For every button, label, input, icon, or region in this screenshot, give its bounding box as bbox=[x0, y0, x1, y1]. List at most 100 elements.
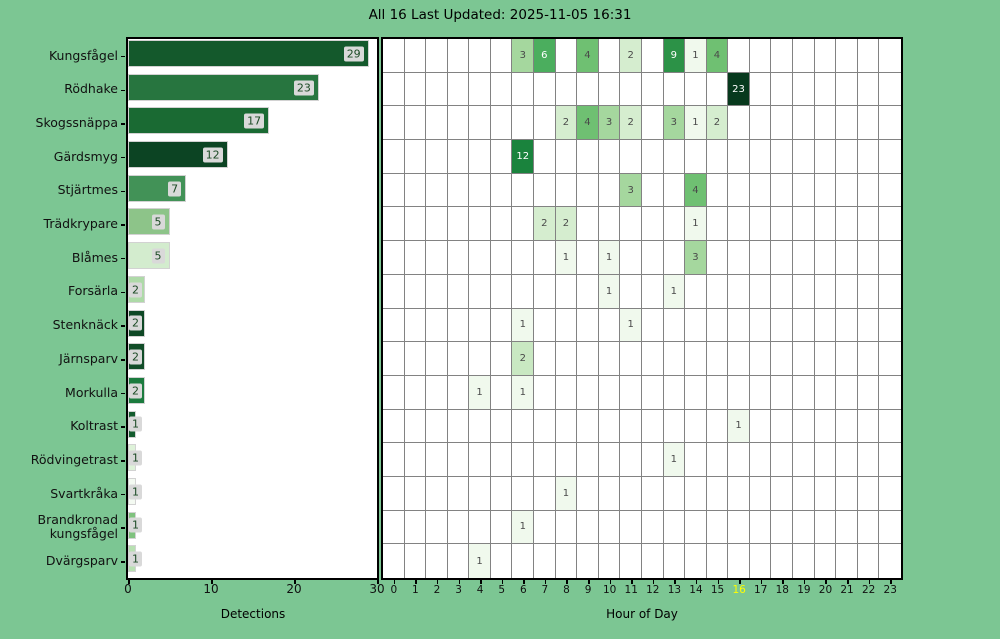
detections-bar-chart: 29 23 17 12 7 5 5 2 2 2 2 1 1 1 1 1 bbox=[126, 37, 379, 580]
heat-cell bbox=[620, 207, 642, 242]
heat-cell bbox=[383, 375, 405, 410]
heat-cell bbox=[728, 140, 750, 174]
y-tick-mark bbox=[121, 55, 125, 58]
bar-value-label: 1 bbox=[129, 551, 142, 567]
heat-cell bbox=[857, 207, 880, 242]
heat-cell bbox=[490, 308, 513, 343]
bar-row: 2 bbox=[128, 307, 377, 341]
heat-cell bbox=[771, 241, 793, 275]
heat-cell bbox=[641, 140, 664, 174]
bar-value-label: 17 bbox=[244, 113, 265, 129]
heat-cell bbox=[641, 510, 664, 545]
heat-cell bbox=[879, 409, 901, 444]
heat-cell bbox=[534, 106, 556, 141]
heat-cell bbox=[641, 409, 664, 444]
heat-cell bbox=[771, 140, 793, 174]
y-tick-mark bbox=[121, 325, 125, 327]
heat-cell: 3 bbox=[620, 173, 642, 208]
heat-cell bbox=[857, 342, 880, 376]
heat-cell bbox=[598, 409, 621, 444]
heat-cell bbox=[749, 308, 772, 343]
heat-cell bbox=[771, 409, 793, 444]
heat-cell bbox=[771, 443, 793, 477]
heat-cell bbox=[383, 140, 405, 174]
x-tick-mark bbox=[717, 580, 720, 584]
species-label: Skogssnäppa bbox=[35, 115, 118, 131]
heat-cell bbox=[728, 207, 750, 242]
x-tick-mark bbox=[393, 580, 396, 584]
heat-cell bbox=[447, 140, 470, 174]
heat-cell: 2 bbox=[512, 342, 535, 376]
heat-cell bbox=[706, 308, 729, 343]
heat-cell bbox=[577, 510, 599, 545]
heat-cell bbox=[641, 308, 664, 343]
bar-row: 5 bbox=[128, 239, 377, 273]
hour-tick-label: 21 bbox=[840, 584, 854, 596]
heat-cell bbox=[447, 274, 470, 309]
heat-cell bbox=[749, 342, 772, 376]
heat-cell bbox=[469, 510, 491, 545]
heatmap-row: 12 bbox=[383, 140, 901, 174]
heat-cell bbox=[383, 207, 405, 242]
heat-cell bbox=[598, 207, 621, 242]
heat-cell bbox=[728, 39, 750, 73]
heat-cell bbox=[792, 173, 815, 208]
heat-cell: 1 bbox=[469, 375, 491, 410]
hour-tick-label: 2 bbox=[433, 584, 441, 596]
heat-cell bbox=[663, 207, 686, 242]
x-tick-mark bbox=[760, 580, 763, 584]
heat-cell: 2 bbox=[555, 106, 578, 141]
heat-cell bbox=[792, 106, 815, 141]
heat-cell bbox=[577, 443, 599, 477]
heat-cell bbox=[641, 207, 664, 242]
heat-cell bbox=[728, 476, 750, 511]
heat-cell bbox=[685, 409, 707, 444]
heat-cell bbox=[555, 72, 578, 107]
bar-row: 17 bbox=[128, 104, 377, 138]
heat-cell bbox=[706, 241, 729, 275]
heat-cell bbox=[685, 140, 707, 174]
heat-cell bbox=[512, 241, 535, 275]
bar-row: 29 bbox=[128, 37, 377, 71]
heat-cell bbox=[512, 72, 535, 107]
heat-cell bbox=[879, 173, 901, 208]
heat-cell bbox=[685, 443, 707, 477]
heat-cell bbox=[404, 510, 427, 545]
heat-cell bbox=[879, 308, 901, 343]
heat-cell bbox=[383, 241, 405, 275]
heat-cell bbox=[663, 544, 686, 578]
heat-cell bbox=[836, 207, 858, 242]
heat-cell: 1 bbox=[555, 241, 578, 275]
x-tick-mark bbox=[436, 580, 439, 584]
heat-cell bbox=[749, 140, 772, 174]
heat-cell bbox=[598, 173, 621, 208]
bar-row: 1 bbox=[128, 542, 377, 576]
heat-cell bbox=[598, 72, 621, 107]
heat-cell: 1 bbox=[663, 443, 686, 477]
heat-cell bbox=[404, 375, 427, 410]
heat-cell bbox=[685, 72, 707, 107]
bar-value-label: 1 bbox=[129, 416, 142, 432]
heat-cell bbox=[620, 241, 642, 275]
heat-cell bbox=[426, 409, 448, 444]
heat-cell bbox=[641, 443, 664, 477]
heat-cell bbox=[706, 476, 729, 511]
heat-cell bbox=[706, 409, 729, 444]
heat-cell bbox=[792, 308, 815, 343]
bar-value-label: 1 bbox=[129, 517, 142, 533]
heat-cell bbox=[749, 510, 772, 545]
heat-cell bbox=[792, 241, 815, 275]
heat-cell: 2 bbox=[555, 207, 578, 242]
heat-cell bbox=[534, 409, 556, 444]
x-tick-mark bbox=[480, 580, 482, 584]
heat-cell: 2 bbox=[706, 106, 729, 141]
heat-cell bbox=[404, 106, 427, 141]
heat-cell bbox=[771, 375, 793, 410]
heat-cell bbox=[512, 207, 535, 242]
x-tick-mark bbox=[211, 580, 213, 584]
heat-cell bbox=[404, 241, 427, 275]
heat-cell bbox=[383, 544, 405, 578]
